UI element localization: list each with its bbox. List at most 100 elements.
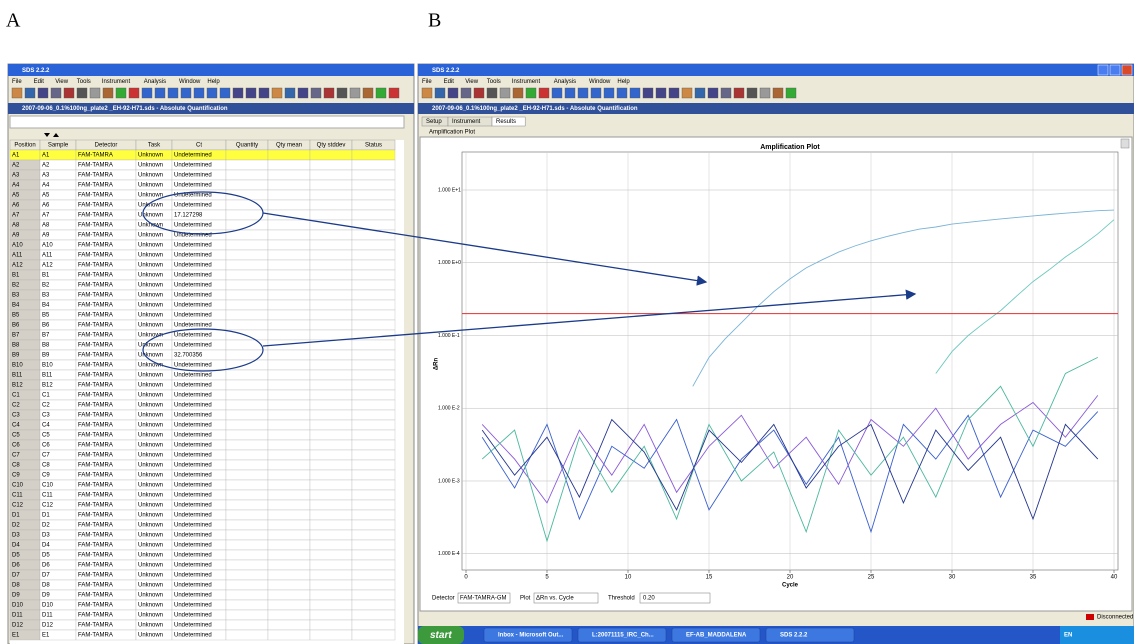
taskbar-item[interactable] [765, 627, 855, 643]
toolbar-button[interactable] [577, 87, 589, 99]
menu-item[interactable]: Window [179, 79, 201, 85]
help-button[interactable] [1120, 138, 1130, 149]
toolbar-button[interactable] [128, 87, 140, 99]
menu-item[interactable]: Edit [444, 79, 455, 85]
toolbar-button[interactable] [193, 87, 205, 99]
toolbar-button[interactable] [772, 87, 784, 99]
toolbar-button[interactable] [219, 87, 231, 99]
toolbar-button[interactable] [694, 87, 706, 99]
toolbar-button[interactable] [655, 87, 667, 99]
menu-item[interactable]: Help [617, 79, 630, 85]
toolbar-button[interactable] [154, 87, 166, 99]
menu-item[interactable]: File [12, 79, 22, 85]
toolbar-button[interactable] [284, 87, 296, 99]
table-cell-text: C9 [42, 473, 50, 479]
toolbar-button[interactable] [603, 87, 615, 99]
menu-item[interactable]: View [465, 79, 479, 85]
toolbar-button[interactable] [115, 87, 127, 99]
toolbar-button[interactable] [323, 87, 335, 99]
table-cell-text: Undetermined [174, 253, 212, 259]
table-cell-text: Undetermined [174, 423, 212, 429]
toolbar-button[interactable] [473, 87, 485, 99]
toolbar-button[interactable] [590, 87, 602, 99]
toolbar-button[interactable] [76, 87, 88, 99]
toolbar-button[interactable] [258, 87, 270, 99]
menu-item[interactable]: Analysis [144, 79, 166, 85]
toolbar-button[interactable] [733, 87, 745, 99]
table-cell-text: Undetermined [174, 373, 212, 379]
menu-item[interactable]: Instrument [102, 79, 131, 85]
toolbar-button[interactable] [564, 87, 576, 99]
toolbar-button[interactable] [310, 87, 322, 99]
threshold-input[interactable] [639, 592, 711, 604]
toolbar-button[interactable] [551, 87, 563, 99]
menu-item[interactable]: Analysis [554, 79, 576, 85]
taskbar-item[interactable] [671, 627, 761, 643]
toolbar-button[interactable] [447, 87, 459, 99]
toolbar-button[interactable] [421, 87, 433, 99]
toolbar-button[interactable] [759, 87, 771, 99]
taskbar-item[interactable] [577, 627, 667, 643]
toolbar-button[interactable] [206, 87, 218, 99]
toolbar-button[interactable] [141, 87, 153, 99]
menu-item[interactable]: Help [207, 79, 220, 85]
taskbar-item[interactable] [483, 627, 573, 643]
menu-item[interactable]: Window [589, 79, 611, 85]
toolbar-button[interactable] [271, 87, 283, 99]
toolbar-button[interactable] [375, 87, 387, 99]
plot-select[interactable] [533, 592, 599, 604]
toolbar-button[interactable] [616, 87, 628, 99]
menu-item[interactable]: File [422, 79, 432, 85]
toolbar-button[interactable] [102, 87, 114, 99]
toolbar-button[interactable] [167, 87, 179, 99]
toolbar-button[interactable] [512, 87, 524, 99]
toolbar-button[interactable] [681, 87, 693, 99]
toolbar-button[interactable] [434, 87, 446, 99]
table-cell-text: B10 [12, 363, 23, 369]
menu-item[interactable]: Tools [77, 79, 91, 85]
menu-item[interactable]: Edit [34, 79, 45, 85]
toolbar-button[interactable] [642, 87, 654, 99]
toolbar-button[interactable] [538, 87, 550, 99]
taskbar-item-label: L:20071115_IRC_Ch... [592, 633, 654, 639]
table-cell-text: C4 [42, 423, 50, 429]
toolbar-button[interactable] [362, 87, 374, 99]
toolbar-button[interactable] [388, 87, 400, 99]
toolbar-button[interactable] [11, 87, 23, 99]
menu-item[interactable]: Tools [487, 79, 501, 85]
table-cell-text: FAM-TAMRA [78, 463, 113, 469]
start-button[interactable] [418, 626, 464, 644]
toolbar-button[interactable] [486, 87, 498, 99]
toolbar-button[interactable] [180, 87, 192, 99]
toolbar-button[interactable] [24, 87, 36, 99]
toolbar-button[interactable] [297, 87, 309, 99]
maximize-button[interactable] [1109, 64, 1121, 76]
table-cell-text: FAM-TAMRA [78, 403, 113, 409]
menu-item[interactable]: View [55, 79, 69, 85]
toolbar-button[interactable] [746, 87, 758, 99]
toolbar-button[interactable] [785, 87, 797, 99]
toolbar-button[interactable] [629, 87, 641, 99]
toolbar-button[interactable] [349, 87, 361, 99]
table-cell-text: Undetermined [174, 323, 212, 329]
toolbar-button[interactable] [336, 87, 348, 99]
detector-select[interactable] [457, 592, 511, 604]
toolbar-button[interactable] [89, 87, 101, 99]
toolbar-button[interactable] [720, 87, 732, 99]
toolbar-button[interactable] [668, 87, 680, 99]
toolbar-button[interactable] [245, 87, 257, 99]
toolbar-button[interactable] [232, 87, 244, 99]
toolbar-button[interactable] [37, 87, 49, 99]
menu-item[interactable]: Instrument [512, 79, 541, 85]
table-cell [351, 599, 396, 611]
toolbar-button[interactable] [499, 87, 511, 99]
toolbar-button[interactable] [707, 87, 719, 99]
close-button[interactable] [1121, 64, 1133, 76]
toolbar-button[interactable] [50, 87, 62, 99]
minimize-button[interactable] [1097, 64, 1109, 76]
toolbar-button[interactable] [460, 87, 472, 99]
toolbar-button[interactable] [63, 87, 75, 99]
toolbar-button[interactable] [525, 87, 537, 99]
table-cell-text: FAM-TAMRA [78, 383, 113, 389]
tab[interactable] [491, 116, 526, 127]
